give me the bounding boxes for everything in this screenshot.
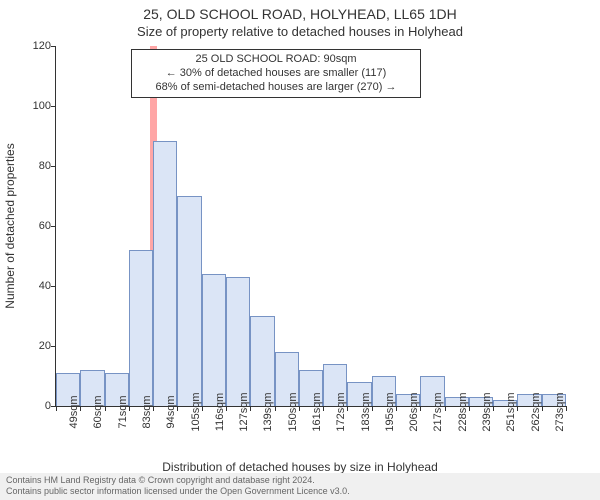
- x-tick-mark: [469, 406, 470, 411]
- x-tick-mark: [129, 406, 130, 411]
- y-tick-label: 40: [11, 280, 51, 292]
- x-tick-mark: [372, 406, 373, 411]
- x-tick-mark: [517, 406, 518, 411]
- x-tick-label: 127sqm: [238, 392, 250, 431]
- y-tick-label: 80: [11, 160, 51, 172]
- x-tick-mark: [275, 406, 276, 411]
- x-tick-mark: [105, 406, 106, 411]
- x-tick-label: 105sqm: [190, 392, 202, 431]
- x-tick-label: 251sqm: [505, 392, 517, 431]
- x-tick-mark: [493, 406, 494, 411]
- x-tick-label: 217sqm: [432, 392, 444, 431]
- annotation-box: 25 OLD SCHOOL ROAD: 90sqm ← 30% of detac…: [131, 49, 421, 98]
- x-tick-label: 262sqm: [530, 392, 542, 431]
- x-tick-mark: [445, 406, 446, 411]
- x-tick-mark: [347, 406, 348, 411]
- x-tick-mark: [202, 406, 203, 411]
- x-tick-mark: [542, 406, 543, 411]
- x-tick-mark: [396, 406, 397, 411]
- y-tick-label: 120: [11, 40, 51, 52]
- x-tick-label: 60sqm: [92, 395, 104, 428]
- x-tick-label: 161sqm: [311, 392, 323, 431]
- x-tick-label: 94sqm: [165, 395, 177, 428]
- x-tick-label: 273sqm: [554, 392, 566, 431]
- footer-line-2: Contains public sector information licen…: [6, 486, 594, 497]
- annotation-line-1: 25 OLD SCHOOL ROAD: 90sqm: [138, 53, 414, 67]
- x-tick-label: 139sqm: [262, 392, 274, 431]
- chart-root: 25, OLD SCHOOL ROAD, HOLYHEAD, LL65 1DH …: [0, 0, 600, 500]
- x-tick-mark: [56, 406, 57, 411]
- x-tick-mark: [250, 406, 251, 411]
- x-tick-label: 195sqm: [384, 392, 396, 431]
- x-tick-mark: [80, 406, 81, 411]
- plot-area: 49sqm60sqm71sqm83sqm94sqm105sqm116sqm127…: [55, 46, 566, 407]
- x-tick-label: 206sqm: [408, 392, 420, 431]
- x-tick-mark: [177, 406, 178, 411]
- x-tick-label: 116sqm: [214, 393, 226, 431]
- chart-title: 25, OLD SCHOOL ROAD, HOLYHEAD, LL65 1DH: [0, 6, 600, 22]
- y-tick-label: 0: [11, 400, 51, 412]
- x-ticks-layer: 49sqm60sqm71sqm83sqm94sqm105sqm116sqm127…: [56, 46, 566, 406]
- x-tick-label: 183sqm: [360, 392, 372, 431]
- x-tick-label: 239sqm: [481, 392, 493, 431]
- x-tick-label: 228sqm: [457, 392, 469, 431]
- x-tick-label: 83sqm: [141, 395, 153, 428]
- x-tick-label: 150sqm: [287, 392, 299, 431]
- x-tick-label: 71sqm: [117, 395, 129, 428]
- x-axis-title: Distribution of detached houses by size …: [0, 460, 600, 474]
- x-tick-mark: [566, 406, 567, 411]
- x-tick-mark: [153, 406, 154, 411]
- x-tick-mark: [226, 406, 227, 411]
- y-tick-label: 60: [11, 220, 51, 232]
- x-tick-mark: [299, 406, 300, 411]
- x-tick-label: 172sqm: [335, 392, 347, 431]
- chart-subtitle: Size of property relative to detached ho…: [0, 24, 600, 39]
- footer-line-1: Contains HM Land Registry data © Crown c…: [6, 475, 594, 486]
- y-tick-label: 100: [11, 100, 51, 112]
- x-tick-mark: [420, 406, 421, 411]
- x-tick-label: 49sqm: [68, 395, 80, 428]
- x-tick-mark: [323, 406, 324, 411]
- annotation-line-2: ← 30% of detached houses are smaller (11…: [138, 67, 414, 81]
- footer: Contains HM Land Registry data © Crown c…: [0, 473, 600, 500]
- annotation-line-3: 68% of semi-detached houses are larger (…: [138, 81, 414, 95]
- y-tick-label: 20: [11, 340, 51, 352]
